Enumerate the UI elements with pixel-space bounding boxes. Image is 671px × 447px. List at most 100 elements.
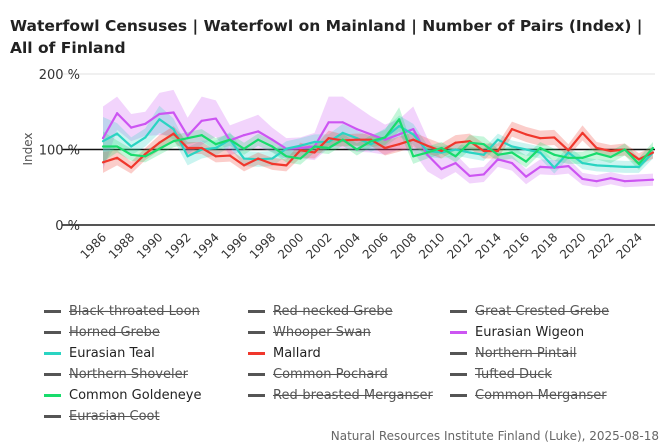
- legend-label: Common Pochard: [273, 366, 388, 382]
- data-point-mallard: [454, 141, 457, 144]
- legend-item[interactable]: Eurasian Teal: [44, 344, 155, 362]
- x-tick-label: 1994: [190, 230, 221, 261]
- data-point-mallard: [271, 162, 274, 165]
- data-point-common-goldeneye: [228, 138, 232, 141]
- data-point-mallard: [327, 137, 330, 140]
- x-tick-label: 1996: [219, 230, 250, 261]
- data-point-eurasian-teal: [553, 166, 556, 169]
- data-point-mallard: [567, 149, 570, 152]
- data-point-common-goldeneye: [581, 156, 584, 159]
- data-point-common-goldeneye: [539, 146, 542, 150]
- legend-item[interactable]: Mallard: [248, 344, 321, 362]
- data-point-common-goldeneye: [116, 145, 119, 148]
- data-point-eurasian-teal: [299, 144, 302, 147]
- legend-label: Whooper Swan: [273, 324, 371, 340]
- data-point-common-goldeneye: [313, 145, 316, 148]
- data-point-eurasian-wigeon: [524, 175, 528, 178]
- data-point-eurasian-wigeon: [468, 174, 471, 178]
- data-point-mallard: [214, 155, 217, 158]
- data-point-eurasian-teal: [313, 140, 316, 144]
- data-point-eurasian-teal: [539, 151, 542, 154]
- data-point-eurasian-wigeon: [539, 165, 542, 168]
- data-point-eurasian-teal: [101, 140, 105, 143]
- data-point-mallard: [200, 146, 203, 150]
- data-point-eurasian-wigeon: [567, 165, 570, 168]
- data-point-eurasian-wigeon: [440, 168, 443, 171]
- data-point-eurasian-teal: [369, 143, 373, 146]
- data-point-eurasian-teal: [186, 155, 189, 158]
- series-line-eurasian-wigeon: [102, 111, 654, 183]
- data-point-eurasian-teal: [158, 118, 161, 121]
- legend-swatch-icon: [450, 351, 467, 355]
- data-point-eurasian-teal: [116, 132, 119, 135]
- legend-swatch-icon: [44, 330, 61, 334]
- x-tick-label: 2012: [444, 230, 475, 261]
- x-tick-label: 2008: [388, 230, 419, 261]
- data-point-eurasian-teal: [524, 148, 528, 151]
- legend-label: Red-necked Grebe: [273, 303, 393, 319]
- data-point-mallard: [609, 149, 612, 153]
- data-point-common-goldeneye: [567, 156, 570, 159]
- legend-item[interactable]: Great Crested Grebe: [450, 302, 609, 320]
- x-tick-label: 1998: [247, 230, 278, 261]
- data-point-mallard: [426, 144, 429, 147]
- legend-item[interactable]: Whooper Swan: [248, 323, 371, 341]
- x-tick-label: 2022: [585, 230, 616, 261]
- data-point-eurasian-wigeon: [398, 133, 401, 136]
- legend-swatch-icon: [450, 393, 467, 397]
- data-point-common-goldeneye: [510, 151, 514, 154]
- data-point-common-goldeneye: [412, 155, 415, 158]
- data-point-eurasian-wigeon: [116, 112, 119, 115]
- y-axis-label: Index: [21, 132, 35, 165]
- legend-swatch-icon: [44, 351, 61, 355]
- data-point-common-goldeneye: [299, 157, 302, 160]
- legend-item[interactable]: Red-necked Grebe: [248, 302, 393, 320]
- data-point-common-goldeneye: [101, 145, 105, 148]
- data-point-common-goldeneye: [383, 136, 387, 139]
- legend-label: Eurasian Coot: [69, 408, 160, 424]
- legend-swatch-icon: [248, 330, 265, 334]
- legend-item[interactable]: Northern Shoveler: [44, 365, 188, 383]
- legend-item[interactable]: Eurasian Wigeon: [450, 323, 584, 341]
- legend-item[interactable]: Eurasian Coot: [44, 407, 160, 425]
- data-point-eurasian-teal: [130, 145, 133, 148]
- data-point-mallard: [412, 138, 415, 141]
- data-point-mallard: [299, 149, 302, 152]
- confidence-band-mallard: [103, 121, 653, 174]
- legend-label: Common Merganser: [475, 387, 607, 403]
- data-point-eurasian-teal: [581, 161, 584, 165]
- data-point-common-goldeneye: [369, 140, 373, 143]
- data-point-common-goldeneye: [637, 162, 640, 165]
- data-point-eurasian-teal: [595, 164, 598, 167]
- x-tick-label: 2018: [529, 230, 560, 261]
- legend-swatch-icon: [248, 372, 265, 376]
- data-point-mallard: [101, 161, 105, 164]
- data-point-eurasian-wigeon: [214, 117, 217, 120]
- legend-item[interactable]: Horned Grebe: [44, 323, 160, 341]
- data-point-eurasian-wigeon: [623, 180, 626, 183]
- data-point-common-goldeneye: [524, 160, 528, 163]
- legend-label: Black-throated Loon: [69, 303, 200, 319]
- legend-label: Common Goldeneye: [69, 387, 202, 403]
- data-point-common-goldeneye: [595, 152, 598, 155]
- legend-item[interactable]: Red-breasted Merganser: [248, 386, 433, 404]
- data-point-mallard: [257, 157, 260, 160]
- data-point-mallard: [581, 131, 584, 134]
- legend-item[interactable]: Common Goldeneye: [44, 386, 202, 404]
- data-point-eurasian-wigeon: [383, 138, 387, 141]
- data-point-eurasian-wigeon: [426, 153, 429, 156]
- data-point-eurasian-wigeon: [341, 121, 344, 124]
- data-point-eurasian-wigeon: [130, 126, 133, 129]
- x-tick-label: 2004: [331, 230, 362, 261]
- legend-item[interactable]: Common Merganser: [450, 386, 607, 404]
- data-point-eurasian-wigeon: [482, 173, 485, 176]
- data-point-eurasian-teal: [242, 157, 246, 160]
- legend-item[interactable]: Northern Pintail: [450, 344, 577, 362]
- data-point-mallard: [398, 143, 401, 146]
- data-point-eurasian-teal: [285, 147, 288, 150]
- legend-item[interactable]: Tufted Duck: [450, 365, 552, 383]
- data-point-mallard: [383, 146, 387, 150]
- data-point-mallard: [313, 151, 316, 154]
- legend-item[interactable]: Common Pochard: [248, 365, 388, 383]
- legend-item[interactable]: Black-throated Loon: [44, 302, 200, 320]
